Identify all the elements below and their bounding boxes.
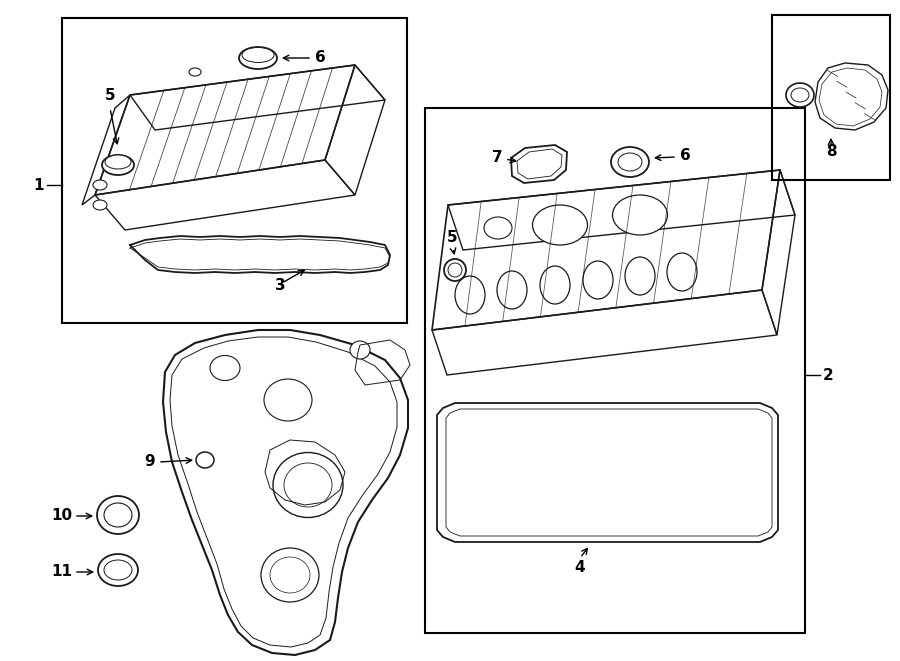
- Ellipse shape: [270, 557, 310, 593]
- Ellipse shape: [97, 496, 139, 534]
- Ellipse shape: [273, 453, 343, 518]
- Text: 4: 4: [575, 561, 585, 576]
- Ellipse shape: [613, 195, 668, 235]
- Text: 2: 2: [823, 368, 833, 383]
- Ellipse shape: [448, 263, 462, 277]
- Ellipse shape: [105, 155, 131, 169]
- Text: 11: 11: [51, 564, 72, 580]
- Ellipse shape: [455, 276, 485, 314]
- Text: 9: 9: [144, 455, 155, 469]
- Ellipse shape: [102, 155, 134, 175]
- Ellipse shape: [104, 503, 132, 527]
- Ellipse shape: [93, 200, 107, 210]
- Text: 1: 1: [33, 178, 44, 192]
- Text: 8: 8: [825, 145, 836, 159]
- Ellipse shape: [611, 147, 649, 177]
- Text: 3: 3: [274, 278, 285, 293]
- Ellipse shape: [261, 548, 319, 602]
- Ellipse shape: [791, 88, 809, 102]
- Ellipse shape: [239, 47, 277, 69]
- Ellipse shape: [583, 261, 613, 299]
- Text: 7: 7: [492, 149, 503, 165]
- Ellipse shape: [93, 180, 107, 190]
- Text: 5: 5: [104, 87, 115, 102]
- Bar: [425, 108, 805, 633]
- Ellipse shape: [618, 153, 642, 171]
- Ellipse shape: [484, 217, 512, 239]
- Ellipse shape: [189, 68, 201, 76]
- Ellipse shape: [284, 463, 332, 507]
- Ellipse shape: [210, 356, 240, 381]
- Ellipse shape: [625, 257, 655, 295]
- Ellipse shape: [196, 452, 214, 468]
- Text: 5: 5: [446, 231, 457, 245]
- Text: 10: 10: [51, 508, 72, 524]
- Text: 6: 6: [680, 147, 691, 163]
- Ellipse shape: [350, 341, 370, 359]
- Ellipse shape: [786, 83, 814, 107]
- Ellipse shape: [667, 253, 697, 291]
- Ellipse shape: [242, 48, 274, 63]
- Bar: [772, 15, 890, 180]
- Ellipse shape: [98, 554, 138, 586]
- Ellipse shape: [540, 266, 570, 304]
- Ellipse shape: [444, 259, 466, 281]
- Ellipse shape: [264, 379, 312, 421]
- Text: 6: 6: [315, 50, 326, 65]
- Ellipse shape: [497, 271, 527, 309]
- Ellipse shape: [104, 560, 132, 580]
- Bar: [62, 18, 407, 323]
- Ellipse shape: [533, 205, 588, 245]
